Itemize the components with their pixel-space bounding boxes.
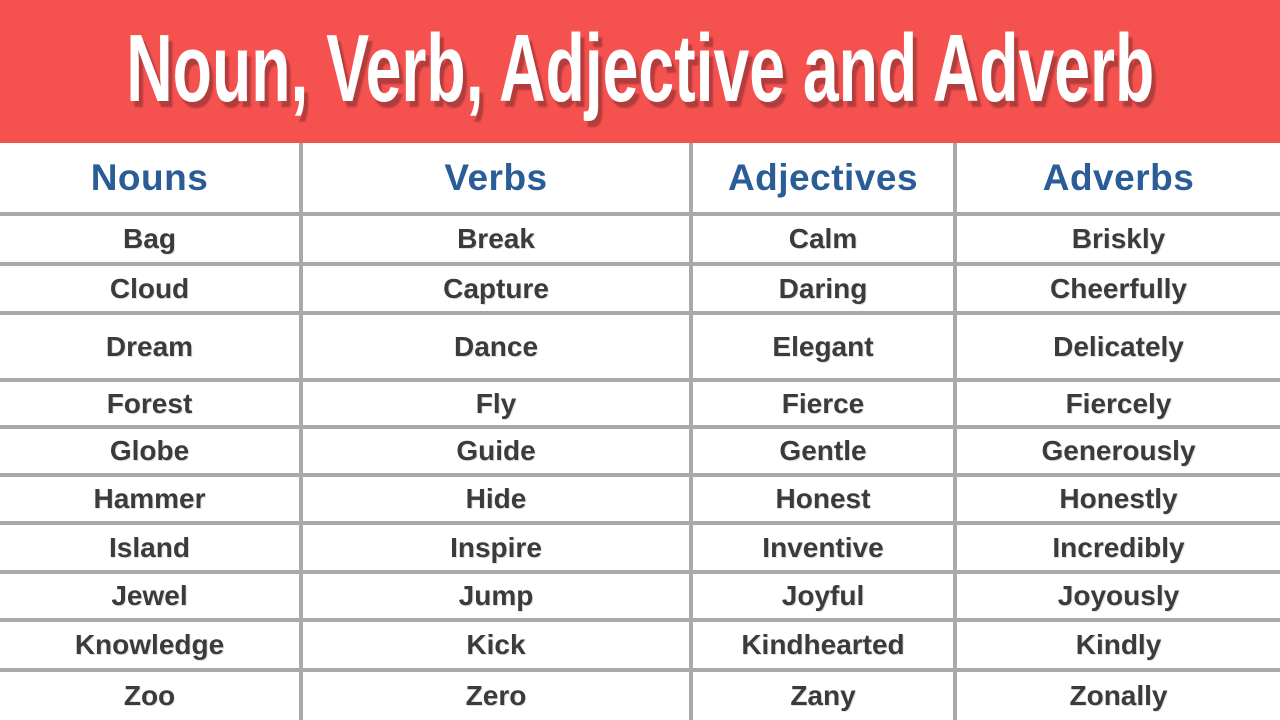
table-cell-adjective: Fierce xyxy=(693,378,957,425)
table-cell-adjective: Gentle xyxy=(693,425,957,473)
table-cell-adjective: Joyful xyxy=(693,570,957,618)
table-cell-verb: Kick xyxy=(303,618,693,668)
table-cell-noun: Globe xyxy=(0,425,303,473)
table-cell-adjective: Daring xyxy=(693,262,957,311)
table-cell-verb: Inspire xyxy=(303,521,693,570)
table-cell-adverb: Cheerfully xyxy=(957,262,1280,311)
column-header-adverbs: Adverbs xyxy=(1042,156,1195,198)
table-cell-adjective: Calm xyxy=(693,212,957,262)
table-cell-verb: Hide xyxy=(303,473,693,521)
column-header-nouns: Nouns xyxy=(0,143,303,212)
table-cell-adverb: Generously xyxy=(957,425,1280,473)
column-header-verbs: Verbs xyxy=(303,143,693,212)
table-cell-noun: Jewel xyxy=(0,570,303,618)
table-cell-noun: Zoo xyxy=(0,668,303,720)
column-header-adjectives: Adjectives xyxy=(693,143,957,212)
page-title: Noun, Verb, Adjective and Adverb xyxy=(125,14,1155,122)
table-cell-verb: Fly xyxy=(303,378,693,425)
title-banner: Noun, Verb, Adjective and Adverb xyxy=(0,0,1280,143)
table-cell-adverb: Kindly xyxy=(957,618,1280,668)
table-cell-noun: Bag xyxy=(0,212,303,262)
table-cell-adverb: Incredibly xyxy=(957,521,1280,570)
table-cell-adverb: Delicately xyxy=(957,311,1280,378)
table-cell-noun: Cloud xyxy=(0,262,303,311)
table-cell-verb: Guide xyxy=(303,425,693,473)
table-cell-noun: Hammer xyxy=(0,473,303,521)
table-cell-adverb: Honestly xyxy=(957,473,1280,521)
table-cell-verb: Jump xyxy=(303,570,693,618)
table-cell-noun: Forest xyxy=(0,378,303,425)
table-cell-adverb: Zonally xyxy=(957,668,1280,720)
table-cell-adjective: Honest xyxy=(693,473,957,521)
table-cell-verb: Dance xyxy=(303,311,693,378)
table-cell-adjective: Kindhearted xyxy=(693,618,957,668)
table-cell-adjective: Zany xyxy=(693,668,957,720)
table-cell-adjective: Elegant xyxy=(693,311,957,378)
table-cell-adverb: Briskly xyxy=(957,212,1280,262)
table-cell-noun: Knowledge xyxy=(0,618,303,668)
table-cell-noun: Dream xyxy=(0,311,303,378)
table-cell-adverb: Fiercely xyxy=(957,378,1280,425)
table-cell-verb: Break xyxy=(303,212,693,262)
table-cell-adjective: Inventive xyxy=(693,521,957,570)
table-cell-verb: Capture xyxy=(303,262,693,311)
table-cell-noun: Island xyxy=(0,521,303,570)
table-cell-verb: Zero xyxy=(303,668,693,720)
table-cell-adverb: Joyously xyxy=(957,570,1280,618)
word-table: Nouns Verbs Adjectives Adverbs Bag Break… xyxy=(0,143,1280,720)
